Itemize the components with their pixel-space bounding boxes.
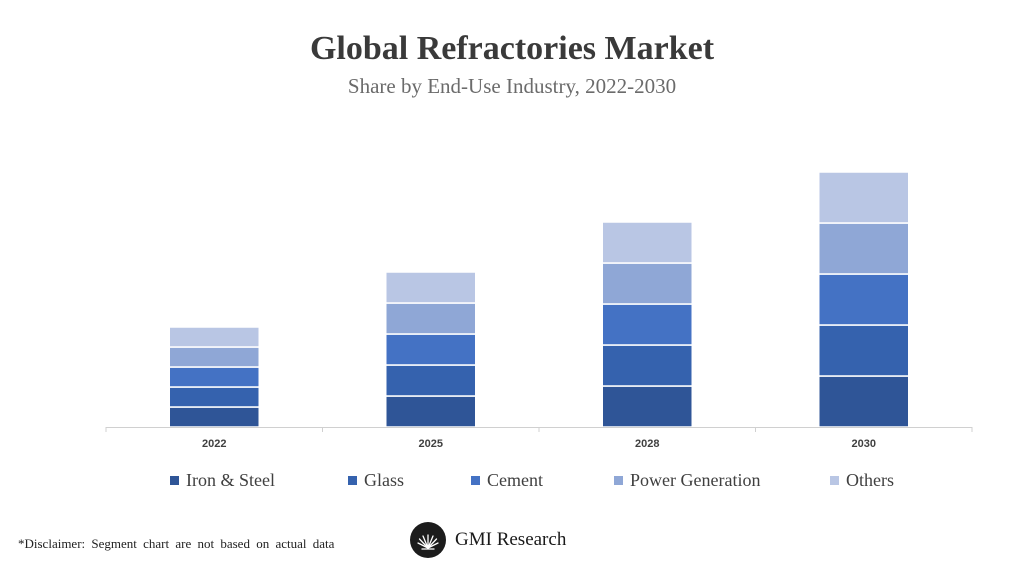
bar-segment-2022-3 — [168, 346, 260, 368]
bar-segment-2030-2 — [818, 273, 910, 326]
legend-label: Cement — [487, 470, 543, 490]
legend-label: Power Generation — [630, 470, 761, 490]
x-tick-label: 2025 — [419, 438, 443, 450]
legend-label: Others — [846, 470, 894, 490]
bar-segment-2022-0 — [168, 406, 260, 428]
bar-segment-2028-0 — [601, 385, 693, 428]
bar-segment-2025-2 — [385, 333, 477, 366]
bar-segment-2022-1 — [168, 386, 260, 408]
legend-label: Glass — [364, 470, 404, 490]
legend-item: Glass — [348, 470, 404, 491]
chart-title: Global Refractories Market — [309, 30, 715, 67]
x-tick-label: 2030 — [852, 438, 876, 450]
bar-segment-2025-1 — [385, 364, 477, 397]
legend-item: Power Generation — [614, 470, 760, 491]
legend-item: Iron & Steel — [170, 470, 275, 491]
bar-segment-2030-1 — [818, 324, 910, 377]
bar-segment-2022-4 — [168, 326, 260, 348]
bar-segment-2025-4 — [385, 271, 477, 304]
legend-swatch — [471, 476, 480, 485]
chart-subtitle: Share by End-Use Industry, 2022-2030 — [347, 74, 677, 98]
bar-segment-2028-3 — [601, 262, 693, 305]
bar-segment-2028-2 — [601, 303, 693, 346]
brand: GMI Research — [410, 522, 566, 558]
bar-segment-2030-4 — [818, 171, 910, 224]
gmi-logo-icon — [410, 522, 446, 558]
disclaimer-text: *Disclaimer: Segment chart are not based… — [18, 536, 335, 551]
bar-segment-2025-0 — [385, 395, 477, 428]
legend-swatch — [614, 476, 623, 485]
legend-swatch — [170, 476, 179, 485]
bar-segment-2028-1 — [601, 344, 693, 387]
bar-segment-2025-3 — [385, 302, 477, 335]
legend-swatch — [830, 476, 839, 485]
legend-item: Others — [830, 470, 894, 491]
legend-item: Cement — [471, 470, 543, 491]
legend-swatch — [348, 476, 357, 485]
bar-segment-2030-0 — [818, 375, 910, 428]
x-tick-label: 2028 — [635, 438, 659, 450]
x-tick-label: 2022 — [202, 438, 226, 450]
brand-name: GMI Research — [455, 529, 567, 550]
chart-legend: Iron & Steel Glass Cement Power Generation O… — [0, 470, 1024, 494]
bar-segment-2030-3 — [818, 222, 910, 275]
bar-segment-2028-4 — [601, 221, 693, 264]
legend-label: Iron & Steel — [186, 470, 275, 490]
bar-segment-2022-2 — [168, 366, 260, 388]
